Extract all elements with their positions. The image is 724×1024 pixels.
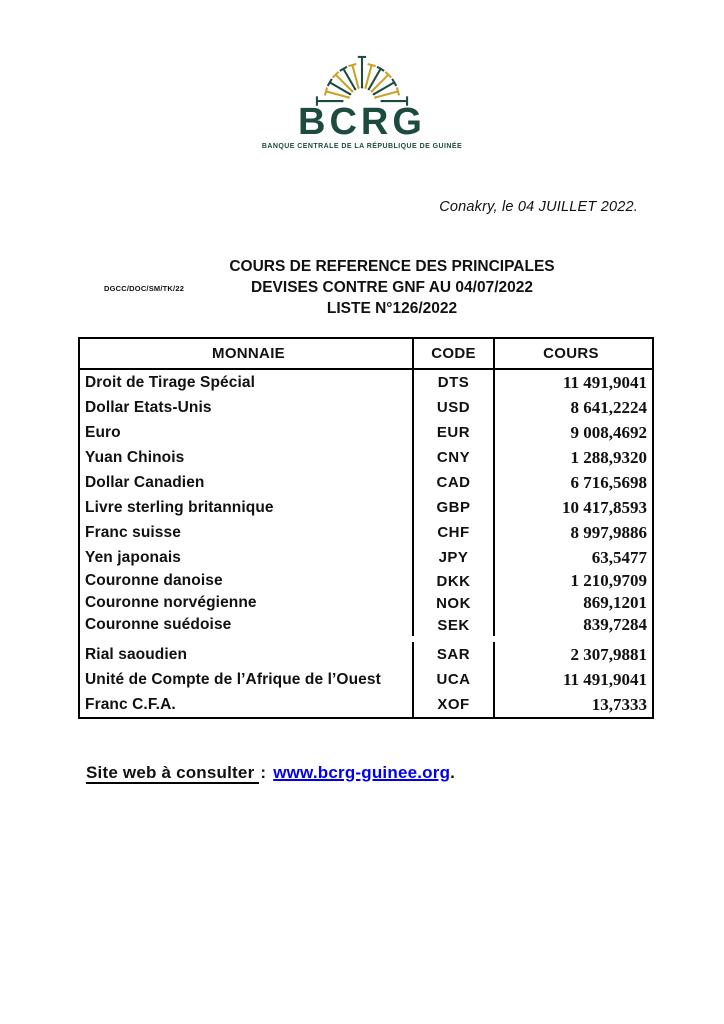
currency-code: JPY bbox=[412, 545, 495, 570]
table-header-row: MONNAIE CODE COURS bbox=[80, 339, 652, 370]
currency-name: Dollar Etats-Unis bbox=[85, 398, 212, 416]
currency-code: USD bbox=[412, 395, 495, 420]
currency-name: Euro bbox=[85, 423, 121, 441]
table-row: Droit de Tirage Spécial DTS 11 491,9041 bbox=[80, 370, 652, 395]
currency-code: EUR bbox=[412, 420, 495, 445]
currency-rate: 839,7284 bbox=[583, 615, 647, 634]
currency-name: Franc suisse bbox=[85, 523, 181, 541]
currency-name: Franc C.F.A. bbox=[85, 695, 176, 713]
table-row: Yuan Chinois CNY 1 288,9320 bbox=[80, 445, 652, 470]
footer-separator: : bbox=[260, 763, 267, 782]
table-row: Unité de Compte de l’Afrique de l’Ouest … bbox=[80, 667, 652, 692]
currency-name: Unité de Compte de l’Afrique de l’Ouest bbox=[85, 670, 381, 688]
currency-code: UCA bbox=[412, 667, 495, 692]
header-code: CODE bbox=[412, 339, 495, 368]
title-line-2: DEVISES CONTRE GNF AU 04/07/2022 bbox=[251, 279, 533, 296]
exchange-rate-table: MONNAIE CODE COURS Droit de Tirage Spéci… bbox=[78, 337, 654, 719]
currency-rate: 63,5477 bbox=[591, 547, 647, 567]
currency-code: CAD bbox=[412, 470, 495, 495]
currency-name: Yuan Chinois bbox=[85, 448, 185, 466]
currency-code: SEK bbox=[412, 614, 495, 636]
currency-rate: 9 008,4692 bbox=[570, 422, 648, 442]
title-line-3: LISTE N°126/2022 bbox=[326, 300, 458, 317]
footer-label: Site web à consulter bbox=[86, 763, 260, 784]
reference-code: DGCC/DOC/SM/TK/22 bbox=[104, 284, 185, 293]
currency-rate: 8 641,2224 bbox=[570, 397, 648, 417]
table-row: Euro EUR 9 008,4692 bbox=[80, 420, 652, 445]
currency-name: Yen japonais bbox=[85, 548, 181, 566]
table-row: Couronne suédoise SEK 839,7284 bbox=[80, 614, 652, 636]
currency-rate: 8 997,9886 bbox=[570, 522, 648, 542]
currency-name: Couronne norvégienne bbox=[85, 594, 257, 611]
table-row: Franc C.F.A. XOF 13,7333 bbox=[80, 692, 652, 717]
table-row: Rial saoudien SAR 2 307,9881 bbox=[80, 642, 652, 667]
footer-period: . bbox=[450, 763, 456, 782]
currency-rate: 10 417,8593 bbox=[562, 497, 647, 517]
bcrg-tagline: BANQUE CENTRALE DE LA RÉPUBLIQUE DE GUIN… bbox=[261, 143, 463, 150]
bcrg-wordmark: BCRG bbox=[298, 101, 426, 143]
currency-rate: 13,7333 bbox=[591, 694, 647, 714]
table-body: Droit de Tirage Spécial DTS 11 491,9041 … bbox=[80, 370, 652, 717]
currency-code: XOF bbox=[412, 692, 495, 717]
table-row: Couronne danoise DKK 1 210,9709 bbox=[80, 570, 652, 592]
currency-name: Rial saoudien bbox=[85, 645, 188, 663]
currency-code: CNY bbox=[412, 445, 495, 470]
currency-code: SAR bbox=[412, 642, 495, 667]
currency-code: DTS bbox=[412, 370, 495, 395]
currency-code: DKK bbox=[412, 570, 495, 592]
table-row: Couronne norvégienne NOK 869,1201 bbox=[80, 592, 652, 614]
table-row: Dollar Etats-Unis USD 8 641,2224 bbox=[80, 395, 652, 420]
header-cours: COURS bbox=[543, 345, 599, 362]
currency-name: Couronne danoise bbox=[85, 572, 223, 589]
bcrg-rays-icon bbox=[315, 55, 409, 106]
table-row: Franc suisse CHF 8 997,9886 bbox=[80, 520, 652, 545]
currency-name: Livre sterling britannique bbox=[85, 498, 274, 516]
bcrg-logo: BCRG BANQUE CENTRALE DE LA RÉPUBLIQUE DE… bbox=[0, 50, 724, 150]
site-link[interactable]: www.bcrg-guinee.org bbox=[273, 763, 451, 782]
currency-rate: 11 491,9041 bbox=[562, 372, 647, 392]
footer: Site web à consulter: www.bcrg-guinee.or… bbox=[86, 763, 456, 784]
dateline: Conakry, le 04 JUILLET 2022. bbox=[439, 199, 638, 215]
table-row: Livre sterling britannique GBP 10 417,85… bbox=[80, 495, 652, 520]
currency-rate: 869,1201 bbox=[583, 593, 647, 612]
currency-rate: 1 210,9709 bbox=[570, 571, 648, 590]
currency-name: Dollar Canadien bbox=[85, 473, 205, 491]
title-line-1: COURS DE REFERENCE DES PRINCIPALES bbox=[229, 258, 555, 275]
currency-name: Droit de Tirage Spécial bbox=[85, 373, 255, 391]
currency-name: Couronne suédoise bbox=[85, 616, 232, 633]
document-title: COURS DE REFERENCE DES PRINCIPALES DEVIS… bbox=[172, 256, 612, 319]
currency-code: CHF bbox=[412, 520, 495, 545]
currency-rate: 11 491,9041 bbox=[562, 669, 647, 689]
currency-code: GBP bbox=[412, 495, 495, 520]
table-row: Yen japonais JPY 63,5477 bbox=[80, 545, 652, 570]
currency-code: NOK bbox=[412, 592, 495, 614]
header-monnaie: MONNAIE bbox=[212, 345, 285, 362]
table-row: Dollar Canadien CAD 6 716,5698 bbox=[80, 470, 652, 495]
currency-rate: 1 288,9320 bbox=[570, 447, 648, 467]
currency-rate: 6 716,5698 bbox=[570, 472, 648, 492]
currency-rate: 2 307,9881 bbox=[570, 644, 648, 664]
